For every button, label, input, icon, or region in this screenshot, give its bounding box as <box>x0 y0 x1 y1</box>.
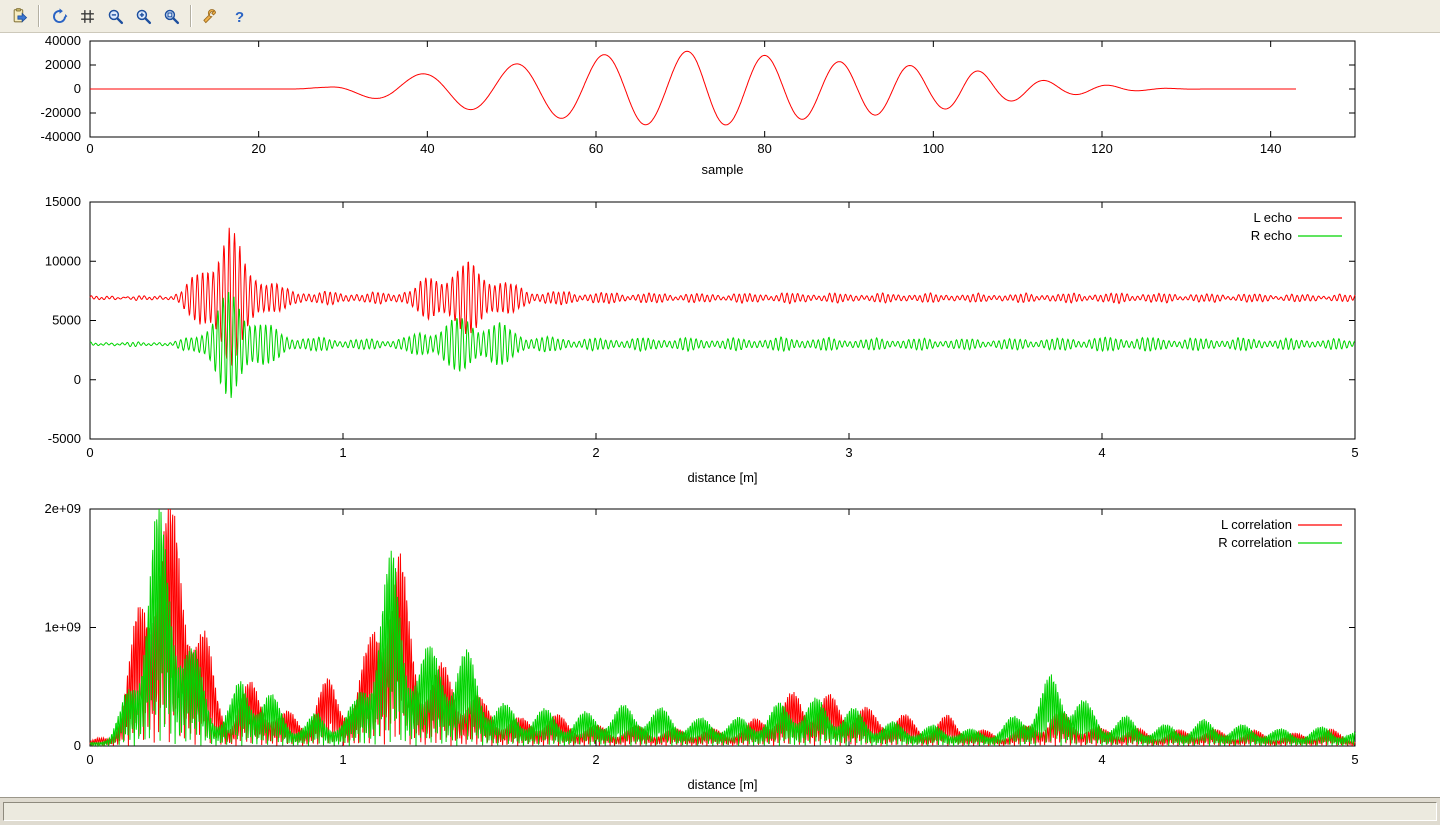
x-tick-label: 40 <box>420 141 434 156</box>
zoom-previous-button[interactable] <box>102 3 128 29</box>
y-tick-label: 5000 <box>52 313 81 328</box>
x-axis-label: distance [m] <box>687 777 757 792</box>
legend-label: R echo <box>1251 228 1292 243</box>
x-tick-label: 100 <box>922 141 944 156</box>
series-signal <box>90 50 1296 126</box>
series-L-echo <box>89 227 1356 367</box>
y-tick-label: 0 <box>74 738 81 753</box>
wrench-icon <box>202 8 216 23</box>
x-tick-label: 20 <box>251 141 265 156</box>
x-axis-label: distance [m] <box>687 470 757 485</box>
x-tick-label: 5 <box>1351 445 1358 460</box>
grid-icon <box>80 9 94 23</box>
toolbar: ? <box>0 0 1440 33</box>
plot-border <box>89 201 1356 440</box>
legend-label: L echo <box>1253 210 1292 225</box>
help-icon: ? <box>234 9 243 24</box>
x-tick-label: 2 <box>592 752 599 767</box>
copy-clipboard-icon <box>13 7 27 23</box>
magnifier-plus-icon <box>136 9 151 24</box>
toggle-grid-button[interactable] <box>74 3 100 29</box>
status-bar <box>0 797 1440 825</box>
magnifier-minus-icon <box>108 9 123 24</box>
legend-label: R correlation <box>1218 535 1292 550</box>
x-axis-label: sample <box>702 162 744 177</box>
configure-button[interactable] <box>198 3 224 29</box>
y-tick-label: 15000 <box>45 194 81 209</box>
x-tick-label: 140 <box>1260 141 1282 156</box>
x-tick-label: 2 <box>592 445 599 460</box>
x-tick-label: 0 <box>86 752 93 767</box>
magnifier-icon <box>164 9 179 24</box>
toolbar-separator <box>190 5 192 27</box>
x-tick-label: 1 <box>339 445 346 460</box>
series-L-correlation <box>89 508 1356 747</box>
help-glyph: ? <box>234 9 243 24</box>
y-tick-label: -20000 <box>41 105 81 120</box>
x-tick-label: 80 <box>757 141 771 156</box>
legend-label: L correlation <box>1221 517 1292 532</box>
series-R-correlation <box>89 508 1356 748</box>
y-tick-label: -5000 <box>48 431 81 446</box>
plot-border <box>89 508 1356 747</box>
plot-3: 0 1 2 3 4 5 0 1e+09 2e+09 distance [m] L correlati… <box>44 501 1358 792</box>
x-tick-label: 3 <box>845 752 852 767</box>
x-tick-label: 5 <box>1351 752 1358 767</box>
y-tick-label: 2e+09 <box>44 501 81 516</box>
plot-canvas[interactable] <box>90 202 1355 439</box>
copy-to-clipboard-button[interactable] <box>6 3 32 29</box>
y-tick-label: 40000 <box>45 34 81 48</box>
y-tick-label: -40000 <box>41 129 81 144</box>
charts-svg: 0 20 40 60 80 100 120 140-40000-200000200004000… <box>41 34 1359 792</box>
y-tick-label: 20000 <box>45 57 81 72</box>
plot-1: 0 20 40 60 80 100 120 140 -40000 -20000 0 20000 4000… <box>41 34 1356 177</box>
series-R-echo <box>89 291 1355 398</box>
plot-canvas[interactable] <box>90 509 1355 746</box>
y-tick-label: 10000 <box>45 253 81 268</box>
help-button[interactable]: ? <box>226 3 252 29</box>
replot-button[interactable] <box>46 3 72 29</box>
y-tick-label: 1e+09 <box>44 620 81 635</box>
x-tick-label: 3 <box>845 445 852 460</box>
zoom-next-button[interactable] <box>130 3 156 29</box>
x-tick-label: 120 <box>1091 141 1113 156</box>
plot-area: 0 20 40 60 80 100 120 140 -40000 -20000 0 20000 4000… <box>0 34 1440 797</box>
refresh-icon <box>52 7 67 23</box>
y-tick-label: 0 <box>74 81 81 96</box>
status-field <box>3 802 1437 821</box>
x-tick-label: 60 <box>589 141 603 156</box>
x-tick-label: 4 <box>1098 752 1105 767</box>
toolbar-separator <box>38 5 40 27</box>
x-tick-label: 0 <box>86 445 93 460</box>
x-tick-label: 0 <box>86 141 93 156</box>
y-tick-label: 0 <box>74 372 81 387</box>
autoscale-button[interactable] <box>158 3 184 29</box>
x-tick-label: 1 <box>339 752 346 767</box>
x-tick-label: 4 <box>1098 445 1105 460</box>
plot-2: 0 1 2 3 4 5 -5000 0 5000 10000 15000 distance [m] L … <box>45 194 1359 485</box>
